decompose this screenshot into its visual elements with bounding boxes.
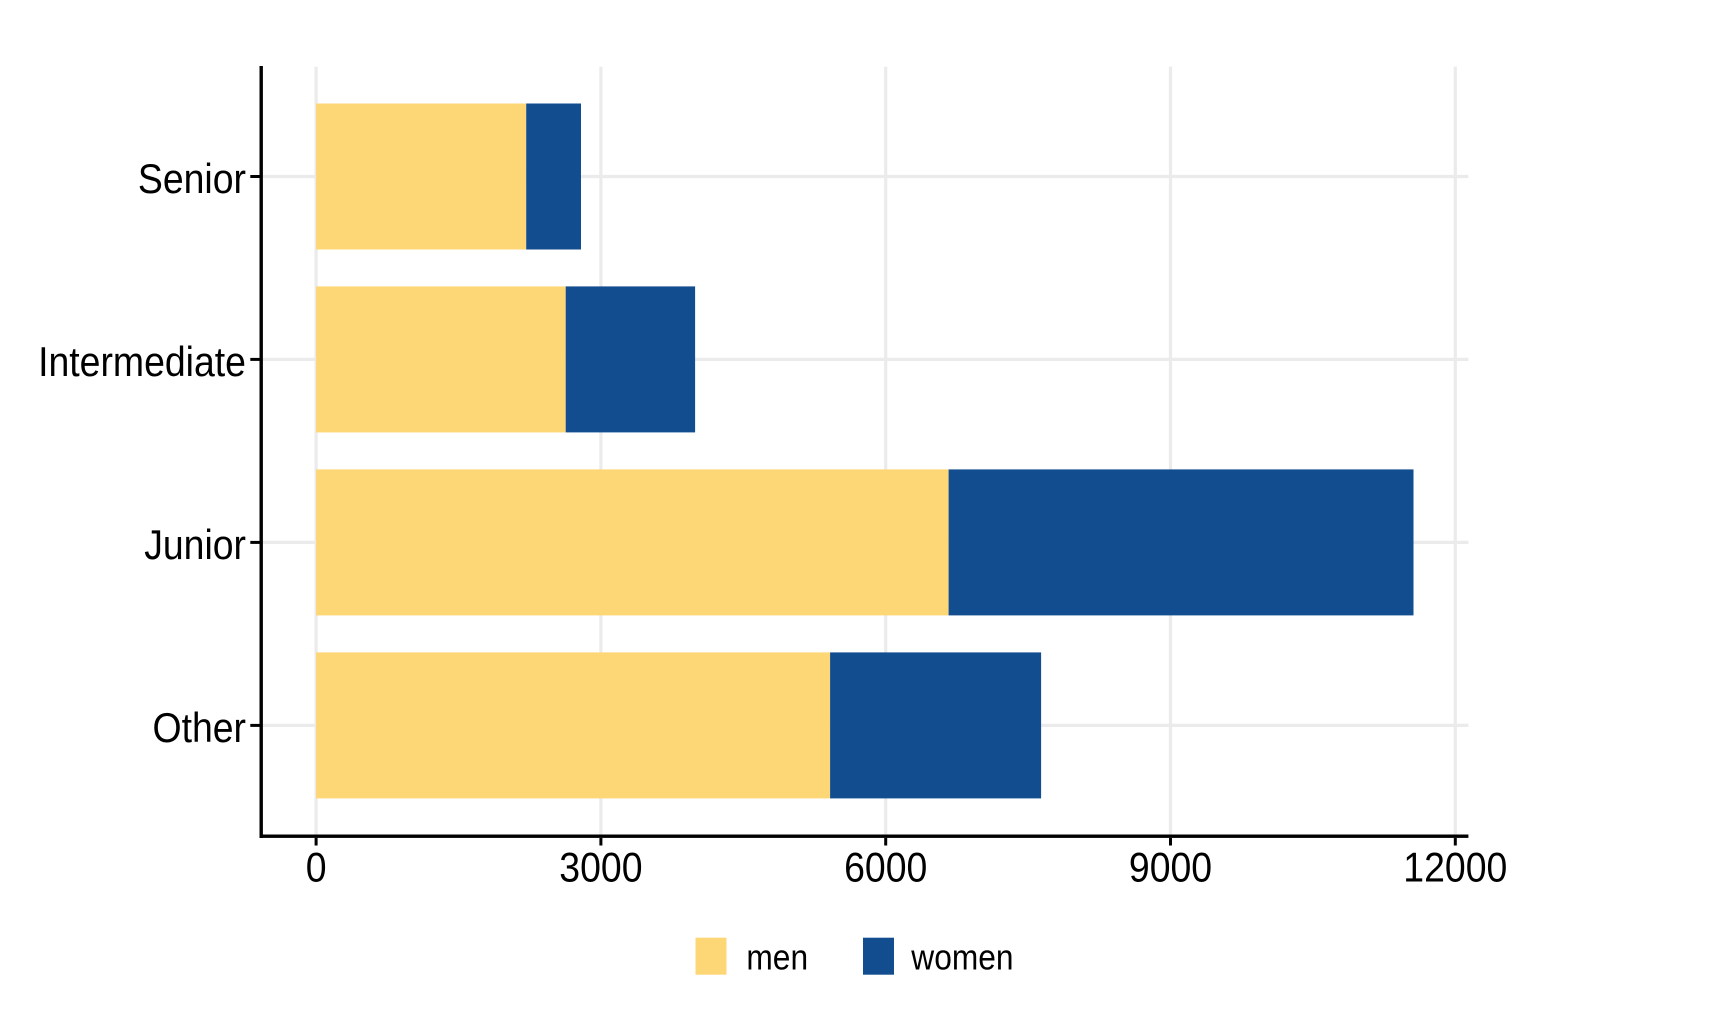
svg-text:12000: 12000 <box>1403 843 1507 890</box>
svg-text:3000: 3000 <box>559 843 642 890</box>
svg-text:Intermediate: Intermediate <box>38 338 246 385</box>
svg-text:Junior: Junior <box>144 521 246 568</box>
svg-text:Other: Other <box>153 704 247 751</box>
svg-text:men: men <box>746 936 808 977</box>
svg-text:6000: 6000 <box>844 843 927 890</box>
svg-text:0: 0 <box>306 843 327 890</box>
svg-text:Senior: Senior <box>138 155 246 202</box>
svg-text:women: women <box>910 936 1013 977</box>
svg-text:9000: 9000 <box>1129 843 1212 890</box>
